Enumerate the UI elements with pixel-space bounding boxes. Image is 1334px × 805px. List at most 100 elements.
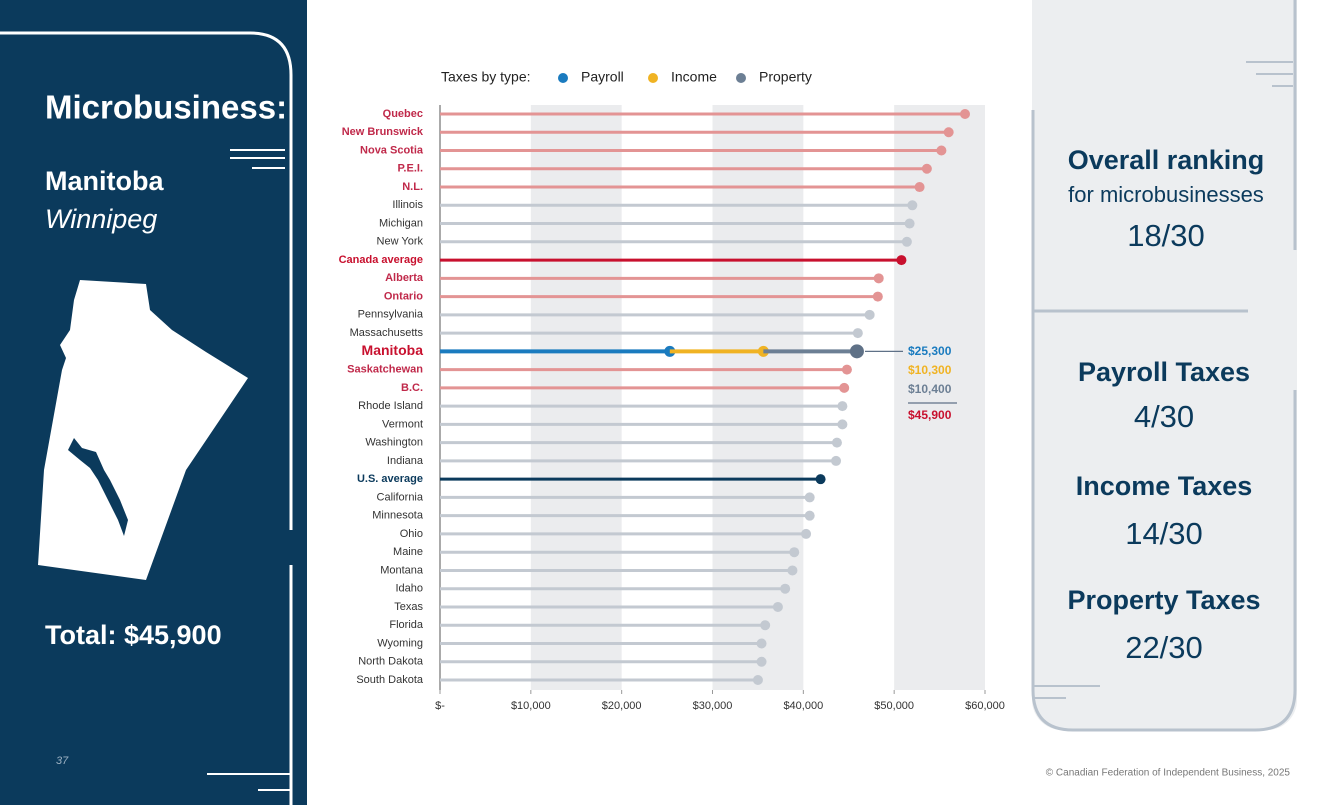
y-tick-label: Pennsylvania (358, 309, 424, 321)
y-tick-label: New Brunswick (342, 126, 424, 138)
dot (831, 437, 842, 448)
dot (901, 236, 912, 247)
legend-label: Property (759, 69, 812, 85)
dot (837, 419, 848, 430)
dot (760, 620, 771, 631)
y-tick-label: P.E.I. (398, 163, 423, 175)
y-tick-label: Wyoming (377, 637, 423, 649)
legend-marker (648, 73, 658, 83)
dot (841, 364, 852, 375)
y-tick-label: Texas (394, 601, 423, 613)
dot (780, 583, 791, 594)
y-tick-label: N.L. (402, 181, 423, 193)
dot (772, 601, 783, 612)
dot (904, 218, 915, 229)
dot (837, 401, 848, 412)
dot (804, 492, 815, 503)
value-label: $45,900 (908, 408, 952, 422)
ranking-title: Property Taxes (1067, 585, 1260, 615)
right-panel (1032, 0, 1297, 40)
y-tick-label: Illinois (392, 199, 423, 211)
y-tick-label: New York (377, 236, 424, 248)
ranking-value: 4/30 (1134, 399, 1194, 434)
y-tick-label: Michigan (379, 217, 423, 229)
page-number: 37 (56, 755, 69, 767)
y-tick-label: Maine (393, 546, 423, 558)
y-tick-label: Idaho (395, 583, 423, 595)
y-tick-label: Florida (389, 619, 424, 631)
total: Total: $45,900 (45, 620, 222, 650)
dot (921, 163, 932, 174)
value-label: $10,300 (908, 363, 952, 377)
ranking-value: 22/30 (1125, 630, 1203, 665)
ranking-value: 18/30 (1127, 218, 1205, 253)
y-tick-label: Nova Scotia (360, 144, 424, 156)
dot (936, 145, 947, 156)
y-tick-label: Manitoba (362, 342, 424, 358)
y-tick-label: Quebec (383, 108, 423, 120)
x-tick-label: $50,000 (874, 700, 914, 712)
ranking-subtitle: for microbusinesses (1068, 182, 1264, 207)
y-tick-label: Minnesota (372, 510, 424, 522)
y-tick-label: Canada average (339, 254, 423, 266)
y-tick-label: South Dakota (356, 674, 424, 686)
y-tick-label: Alberta (385, 272, 424, 284)
dot (804, 510, 815, 521)
grid-band (894, 105, 985, 690)
dot (756, 656, 767, 667)
dot (756, 638, 767, 649)
legend-marker (558, 73, 568, 83)
ranking-title: Overall ranking (1068, 145, 1265, 175)
right-panel (1032, 0, 1297, 730)
province: Manitoba (45, 166, 164, 196)
decor-frame (0, 31, 293, 530)
panel-title: Microbusiness: (45, 89, 287, 126)
x-tick-label: $30,000 (693, 700, 733, 712)
dot (960, 109, 971, 119)
x-tick-label: $40,000 (783, 700, 823, 712)
dot (787, 565, 798, 576)
y-tick-label: North Dakota (358, 656, 424, 668)
dot (914, 182, 925, 193)
dot (896, 255, 907, 266)
dot (872, 291, 883, 302)
y-tick-label: B.C. (401, 382, 423, 394)
y-tick-label: Montana (380, 564, 424, 576)
dot (839, 382, 850, 393)
province-map (38, 280, 248, 580)
x-tick-label: $- (435, 700, 445, 712)
y-tick-label: Vermont (382, 418, 423, 430)
y-tick-label: Indiana (387, 455, 424, 467)
y-tick-label: Rhode Island (358, 400, 423, 412)
value-label: $25,300 (908, 344, 952, 358)
city: Winnipeg (45, 204, 157, 234)
y-tick-label: California (377, 491, 424, 503)
dot (815, 474, 826, 485)
y-tick-label: Ohio (400, 528, 423, 540)
y-tick-label: Saskatchewan (347, 364, 423, 376)
x-tick-label: $60,000 (965, 700, 1005, 712)
ranking-title: Income Taxes (1076, 471, 1253, 501)
y-tick-label: Massachusetts (350, 327, 424, 339)
y-tick-label: Ontario (384, 290, 423, 302)
copyright: © Canadian Federation of Independent Bus… (1046, 768, 1291, 779)
dot (752, 675, 763, 685)
decor-frame (1031, 110, 1297, 732)
y-tick-label: U.S. average (357, 473, 423, 485)
dot (873, 273, 884, 284)
y-tick-label: Washington (365, 437, 423, 449)
chart: $- $10,000 $20,000 $30,000 $40,000 $50,000 $60… (339, 69, 1005, 712)
ranking-title: Payroll Taxes (1078, 357, 1250, 387)
legend-label: Payroll (581, 69, 624, 85)
dot (789, 547, 800, 558)
ranking-value: 14/30 (1125, 516, 1203, 551)
grid-band (712, 105, 804, 690)
legend-label: Income (671, 69, 717, 85)
dot (864, 309, 875, 320)
dot (907, 200, 918, 211)
dot (943, 127, 954, 138)
dot (831, 455, 842, 466)
x-tick-label: $10,000 (511, 700, 551, 712)
dot (852, 328, 863, 339)
